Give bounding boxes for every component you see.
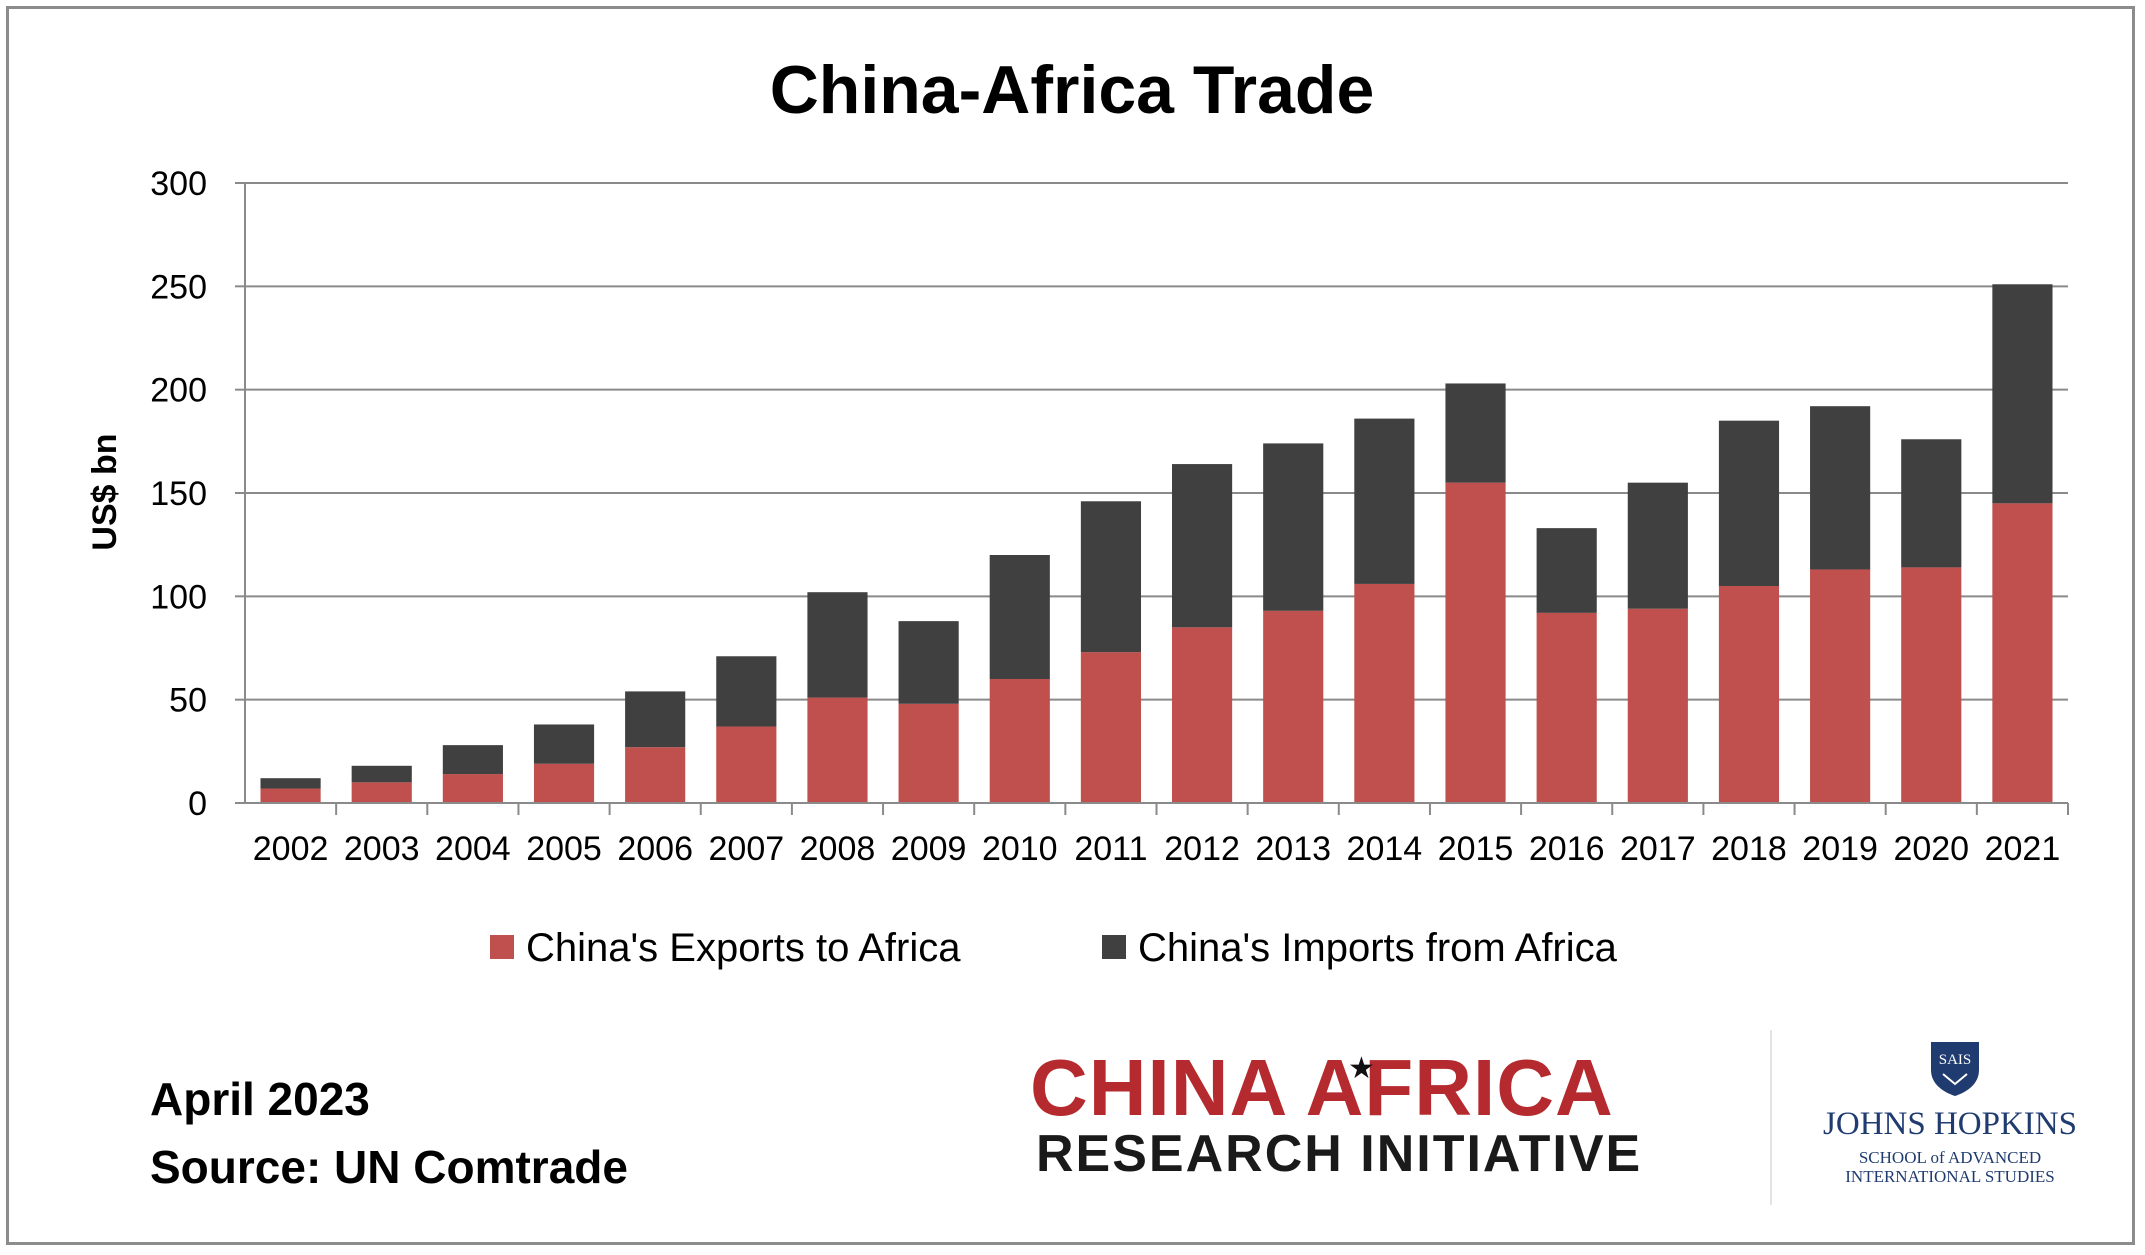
x-tick-label-2003: 2003 <box>344 830 420 868</box>
x-tick-label-2017: 2017 <box>1620 830 1696 868</box>
bar-imports-2010 <box>989 555 1050 679</box>
bar-exports-2016 <box>1536 612 1597 803</box>
y-tick-label: 250 <box>150 268 207 306</box>
chart-title: China-Africa Trade <box>770 52 1375 128</box>
shield-icon: SAIS <box>1931 1042 1979 1096</box>
bars <box>260 284 2053 803</box>
bar-exports-2009 <box>898 703 959 803</box>
bar-imports-2021 <box>1992 284 2053 504</box>
bar-imports-2014 <box>1354 418 1415 584</box>
bar-exports-2017 <box>1627 608 1688 803</box>
y-tick-label: 150 <box>150 475 207 513</box>
bar-imports-2015 <box>1445 383 1506 483</box>
x-tick-label-2012: 2012 <box>1164 830 1240 868</box>
logo-jhu-school-line2: INTERNATIONAL STUDIES <box>1845 1167 2055 1186</box>
x-tick-label-2009: 2009 <box>891 830 967 868</box>
y-axis-label: US$ bn <box>86 433 124 550</box>
x-tick-label-2013: 2013 <box>1255 830 1331 868</box>
bar-exports-2007 <box>716 726 777 803</box>
legend-label-exports: China's Exports to Africa <box>526 926 961 970</box>
x-tick-label-2018: 2018 <box>1711 830 1787 868</box>
bar-exports-2013 <box>1263 610 1324 803</box>
chart-frame <box>6 6 2135 1245</box>
bar-imports-2004 <box>442 745 503 775</box>
x-tick-label-2007: 2007 <box>709 830 785 868</box>
legend: China's Exports to Africa China's Import… <box>490 926 1618 970</box>
y-tick-label: 100 <box>150 578 207 616</box>
bar-exports-2004 <box>442 774 503 803</box>
y-tick-label: 300 <box>150 165 207 203</box>
bar-imports-2013 <box>1263 443 1324 611</box>
star-icon: ★ <box>1348 1052 1375 1085</box>
bar-imports-2005 <box>533 724 595 764</box>
bar-imports-2017 <box>1627 482 1688 609</box>
x-tick-label-2019: 2019 <box>1802 830 1878 868</box>
bar-exports-2010 <box>989 679 1050 803</box>
china-africa-research-initiative-logo: CHINA AFRICA ★ RESEARCH INITIATIVE <box>1030 1048 1730 1183</box>
y-tick-label: 50 <box>169 682 207 720</box>
bar-imports-2002 <box>260 778 321 789</box>
bar-exports-2002 <box>260 788 321 803</box>
legend-swatch-imports <box>1102 935 1126 959</box>
x-tick-label-2021: 2021 <box>1985 830 2061 868</box>
bar-exports-2019 <box>1810 569 1871 803</box>
johns-hopkins-sais-logo: SAIS JOHNS HOPKINS SCHOOL of ADVANCED IN… <box>1790 1040 2110 1190</box>
bar-imports-2007 <box>716 656 777 727</box>
legend-label-imports: China's Imports from Africa <box>1138 926 1618 970</box>
bar-exports-2003 <box>351 782 412 803</box>
gridlines <box>245 182 2068 701</box>
legend-swatch-exports <box>490 935 514 959</box>
logo-jhu-name: JOHNS HOPKINS <box>1823 1106 2077 1142</box>
x-tick-label-2004: 2004 <box>435 830 511 868</box>
bar-exports-2005 <box>533 763 595 803</box>
x-tick-label-2011: 2011 <box>1074 830 1147 868</box>
logo-jhu-school: SCHOOL of ADVANCED INTERNATIONAL STUDIES <box>1790 1148 2110 1186</box>
bar-exports-2012 <box>1171 627 1233 803</box>
logo-divider <box>1770 1030 1772 1205</box>
logo-jhu-school-line1: SCHOOL of ADVANCED <box>1858 1148 2042 1167</box>
logo-cari-top: CHINA AFRICA <box>1030 1043 1614 1132</box>
bar-imports-2018 <box>1718 420 1780 586</box>
bar-exports-2018 <box>1718 586 1780 803</box>
y-tick-label: 0 <box>188 785 207 823</box>
bar-exports-2011 <box>1080 652 1142 803</box>
bar-exports-2020 <box>1901 567 1962 803</box>
bar-imports-2006 <box>625 691 686 748</box>
x-tick-label-2010: 2010 <box>982 830 1058 868</box>
bar-imports-2012 <box>1171 464 1233 628</box>
bar-exports-2015 <box>1445 482 1506 803</box>
bar-imports-2008 <box>807 592 868 698</box>
x-tick-label-2008: 2008 <box>800 830 876 868</box>
footer-date: April 2023 <box>150 1073 370 1125</box>
x-tick-label-2016: 2016 <box>1529 830 1605 868</box>
bar-exports-2006 <box>625 747 686 803</box>
bar-imports-2016 <box>1536 528 1597 613</box>
footer-source: Source: UN Comtrade <box>150 1141 628 1193</box>
x-tick-label-2015: 2015 <box>1438 830 1514 868</box>
bar-imports-2011 <box>1080 501 1142 653</box>
x-tick-label-2014: 2014 <box>1347 830 1423 868</box>
axes: 0 50 100 150 200 250 300 2002 2003 2004 2005 2006 20… <box>150 165 2069 868</box>
logo-cari-bottom: RESEARCH INITIATIVE <box>1036 1125 1643 1183</box>
bar-imports-2020 <box>1901 439 1962 568</box>
bar-exports-2008 <box>807 697 868 803</box>
x-tick-label-2006: 2006 <box>617 830 693 868</box>
bar-imports-2003 <box>351 765 412 783</box>
bar-exports-2021 <box>1992 503 2053 803</box>
x-tick-label-2005: 2005 <box>526 830 602 868</box>
x-tick-label-2002: 2002 <box>253 830 329 868</box>
x-tick-label-2020: 2020 <box>1893 830 1969 868</box>
bar-imports-2009 <box>898 621 959 704</box>
bar-imports-2019 <box>1810 406 1871 570</box>
y-tick-label: 200 <box>150 372 207 410</box>
bar-exports-2014 <box>1354 583 1415 803</box>
shield-text: SAIS <box>1939 1052 1972 1068</box>
